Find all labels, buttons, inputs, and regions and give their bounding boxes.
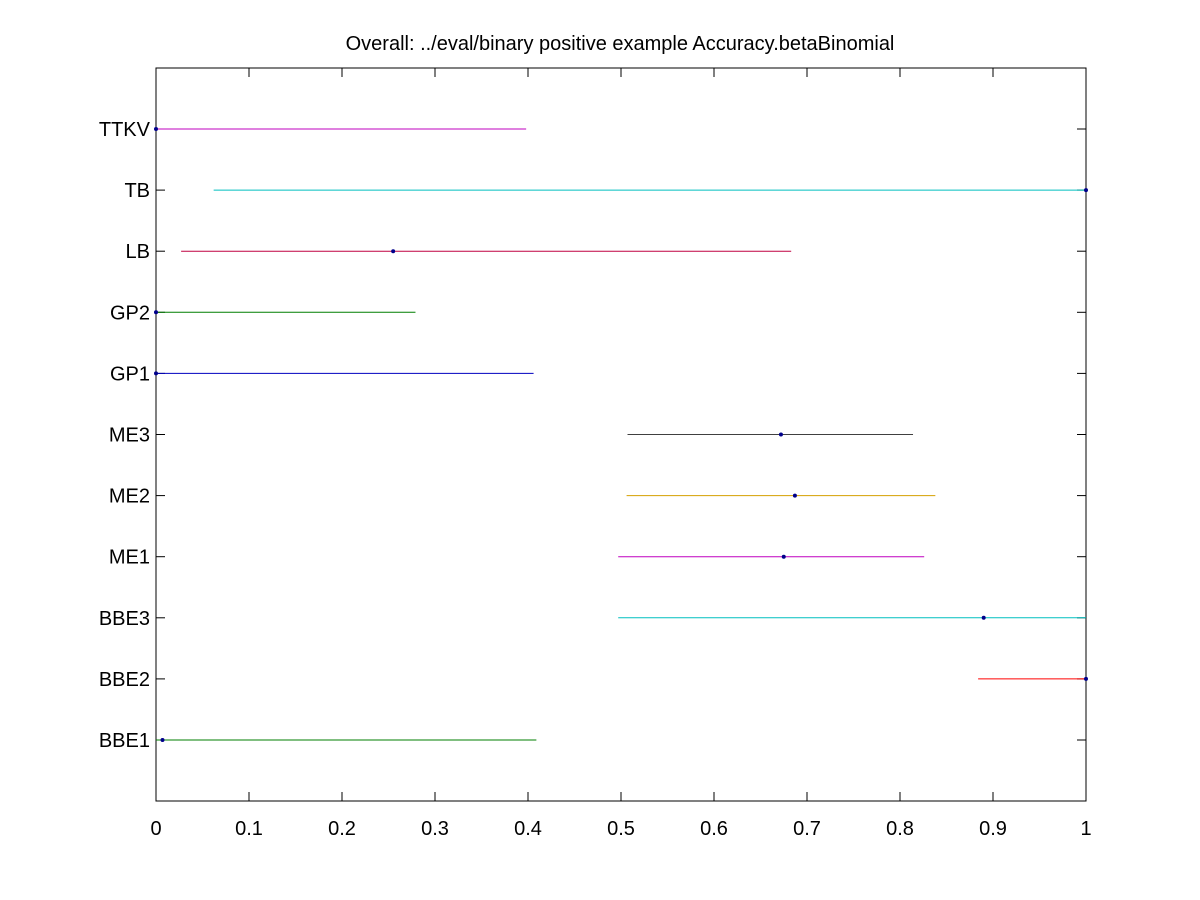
x-tick-label: 0.8 bbox=[886, 818, 914, 840]
point-marker-gp2 bbox=[154, 310, 158, 315]
x-tick-label: 0.2 bbox=[328, 818, 356, 840]
x-tick-label: 0.5 bbox=[607, 818, 635, 840]
point-marker-gp1 bbox=[154, 371, 158, 376]
x-axis-ticks: 0 0.1 0.2 0.3 0.4 0.5 0.6 0.7 0.8 0.9 1 bbox=[150, 68, 1092, 840]
plot-area bbox=[155, 67, 1087, 802]
x-tick-label: 0.7 bbox=[793, 818, 821, 840]
point-marker-me3 bbox=[778, 432, 783, 437]
x-tick-label: 0.9 bbox=[979, 818, 1007, 840]
y-tick-label: ME1 bbox=[109, 547, 150, 569]
point-marker-bbe2 bbox=[1084, 676, 1088, 681]
x-tick-label: 1 bbox=[1080, 818, 1091, 840]
y-tick-label: ME3 bbox=[109, 425, 150, 447]
point-marker-bbe1 bbox=[160, 738, 165, 742]
y-axis-ticks: TTKV TB LB GP2 GP1 ME3 ME2 ME1 BBE3 BBE2 BBE1 bbox=[99, 119, 1086, 752]
x-tick-label: 0.6 bbox=[700, 818, 728, 840]
point-marker-lb bbox=[391, 249, 396, 254]
point-marker-me2 bbox=[792, 493, 797, 498]
point-marker-tb bbox=[1084, 188, 1088, 193]
chart-title: Overall: ../eval/binary positive example… bbox=[346, 33, 895, 55]
y-tick-label: LB bbox=[126, 241, 150, 263]
point-marker-me1 bbox=[781, 554, 786, 559]
y-tick-label: TB bbox=[124, 180, 150, 202]
y-tick-label: GP2 bbox=[110, 302, 150, 324]
x-tick-label: 0.4 bbox=[514, 818, 542, 840]
y-tick-label: GP1 bbox=[110, 363, 150, 385]
x-tick-label: 0.3 bbox=[421, 818, 449, 840]
point-marker-bbe3 bbox=[981, 615, 986, 620]
interval-series bbox=[154, 127, 1088, 742]
y-tick-label: ME2 bbox=[109, 486, 150, 508]
x-tick-label: 0 bbox=[150, 818, 161, 840]
point-marker-ttkv bbox=[154, 127, 158, 131]
y-tick-label: BBE1 bbox=[99, 730, 150, 752]
y-tick-label: BBE2 bbox=[99, 669, 150, 691]
x-tick-label: 0.1 bbox=[235, 818, 263, 840]
y-tick-label: BBE3 bbox=[99, 608, 150, 630]
y-tick-label: TTKV bbox=[99, 119, 151, 141]
